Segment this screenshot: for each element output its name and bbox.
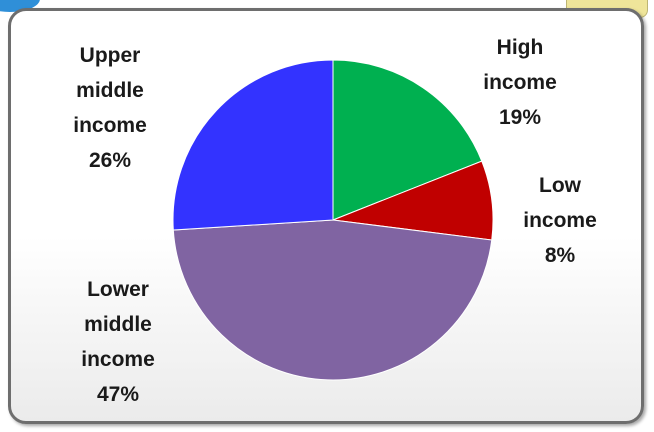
- pie-slices: [172, 59, 494, 381]
- slice-label-line: Low: [539, 174, 581, 197]
- pie-slice-upper-middle-income: [172, 59, 334, 231]
- slice-label-line: High: [496, 36, 544, 59]
- slice-value-label: 19%: [498, 106, 542, 129]
- slice-label-line: middle: [76, 79, 144, 102]
- slice-label-high-income: High income 19%: [450, 30, 590, 135]
- slice-value-label: 47%: [96, 383, 140, 406]
- pie-slice-high-income: [332, 59, 483, 221]
- slice-value-label: 26%: [88, 149, 132, 172]
- slice-label-upper-middle-income: Upper middle income 26%: [40, 38, 180, 178]
- slice-label-line: Upper: [79, 44, 141, 67]
- slice-label-lower-middle-income: Lower middle income 47%: [48, 272, 188, 412]
- slice-label-line: Lower: [87, 278, 149, 301]
- slice-label-line: income: [483, 71, 557, 94]
- pie-slice-lower-middle-income: [172, 219, 493, 381]
- slice-label-line: income: [523, 209, 597, 232]
- slice-label-line: income: [73, 114, 147, 137]
- slice-label-low-income: Low income 8%: [490, 168, 630, 273]
- slice-label-line: middle: [84, 313, 152, 336]
- slice-value-label: 8%: [544, 244, 576, 267]
- slice-label-line: income: [81, 348, 155, 371]
